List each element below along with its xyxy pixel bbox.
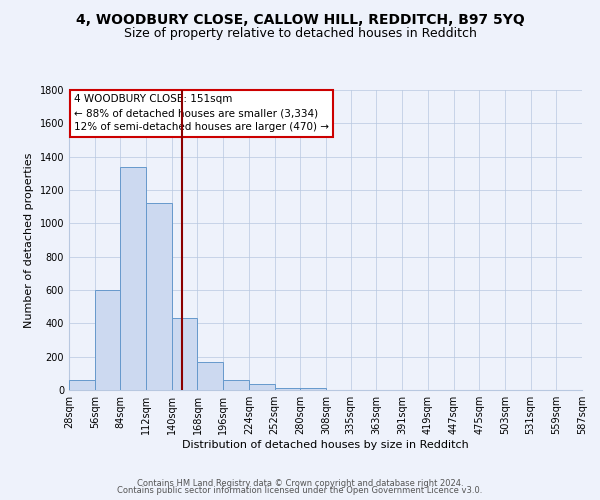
Text: Contains public sector information licensed under the Open Government Licence v3: Contains public sector information licen… (118, 486, 482, 495)
Bar (197, 362, 223, 390)
Bar (172, 318, 197, 390)
Text: 4, WOODBURY CLOSE, CALLOW HILL, REDDITCH, B97 5YQ: 4, WOODBURY CLOSE, CALLOW HILL, REDDITCH… (76, 12, 524, 26)
Bar (121, 166, 146, 390)
Bar (95, 290, 121, 390)
Bar (223, 380, 249, 390)
Bar (275, 388, 300, 390)
Text: Size of property relative to detached houses in Redditch: Size of property relative to detached ho… (124, 28, 476, 40)
Bar (249, 384, 275, 390)
Bar (146, 204, 172, 390)
Bar (300, 388, 326, 390)
Text: 4 WOODBURY CLOSE: 151sqm
← 88% of detached houses are smaller (3,334)
12% of sem: 4 WOODBURY CLOSE: 151sqm ← 88% of detach… (74, 94, 329, 132)
Y-axis label: Number of detached properties: Number of detached properties (24, 152, 34, 328)
Bar (69, 380, 95, 390)
X-axis label: Distribution of detached houses by size in Redditch: Distribution of detached houses by size … (182, 440, 469, 450)
Text: Contains HM Land Registry data © Crown copyright and database right 2024.: Contains HM Land Registry data © Crown c… (137, 478, 463, 488)
